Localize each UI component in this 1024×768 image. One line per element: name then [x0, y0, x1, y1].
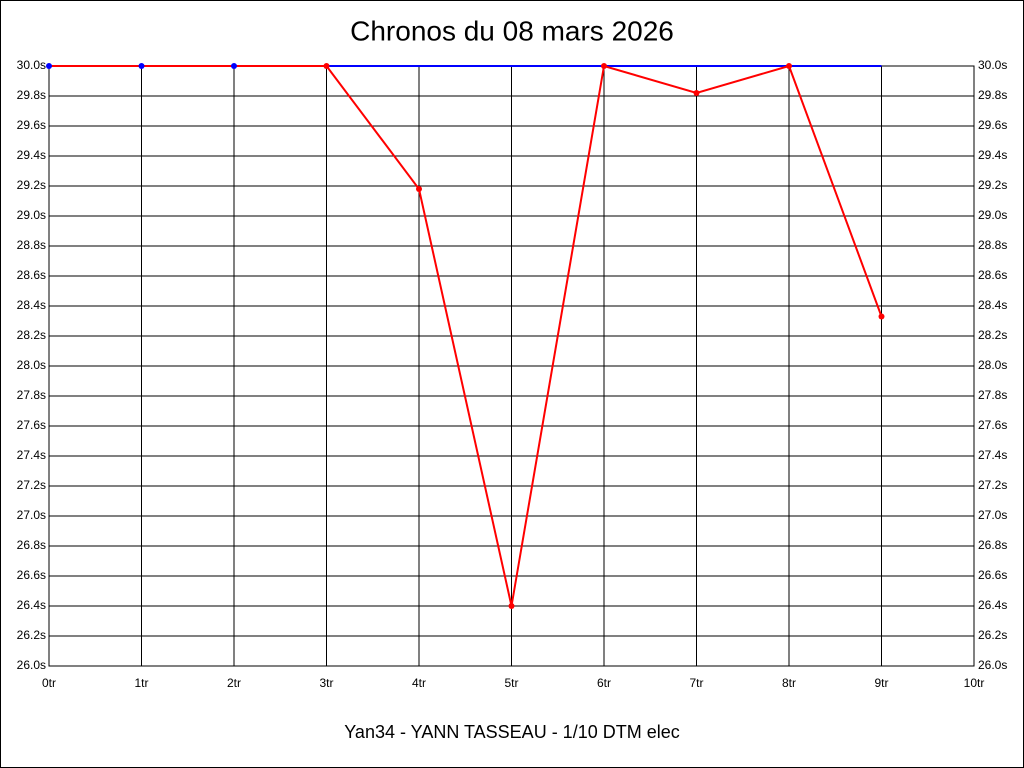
y-tick-label: 27.8s — [17, 388, 46, 402]
chart-subtitle: Yan34 - YANN TASSEAU - 1/10 DTM elec — [344, 722, 679, 742]
y2-tick-label: 30.0s — [978, 58, 1007, 72]
data-point — [508, 603, 515, 609]
y2-tick-label: 29.8s — [978, 88, 1007, 102]
data-point — [138, 63, 145, 69]
y2-tick-label: 29.2s — [978, 178, 1007, 192]
y-tick-label: 27.2s — [17, 478, 46, 492]
y2-tick-label: 27.0s — [978, 508, 1007, 522]
y-tick-label: 28.4s — [17, 298, 46, 312]
y2-tick-label: 28.0s — [978, 358, 1007, 372]
y2-tick-label: 26.6s — [978, 568, 1007, 582]
y-tick-label: 29.8s — [17, 88, 46, 102]
y2-tick-label: 27.6s — [978, 418, 1007, 432]
y-tick-label: 29.6s — [17, 118, 46, 132]
series-line — [49, 64, 883, 607]
data-point — [693, 90, 700, 96]
data-point — [601, 63, 607, 69]
x-tick-label: 1tr — [134, 676, 148, 690]
y-tick-label: 27.4s — [17, 448, 46, 462]
y-tick-label: 26.2s — [17, 628, 46, 642]
y2-tick-label: 26.0s — [978, 658, 1007, 672]
y2-tick-label: 27.4s — [978, 448, 1007, 462]
x-tick-label: 2tr — [227, 676, 241, 690]
y2-tick-label: 26.8s — [978, 538, 1007, 552]
y2-tick-label: 26.2s — [978, 628, 1007, 642]
y2-tick-label: 29.6s — [978, 118, 1007, 132]
y-tick-label: 26.4s — [17, 598, 46, 612]
y2-tick-label: 29.4s — [978, 148, 1007, 162]
x-tick-label: 7tr — [689, 676, 703, 690]
data-point — [878, 313, 885, 320]
y-tick-label: 28.0s — [17, 358, 46, 372]
x-tick-label: 4tr — [412, 676, 426, 690]
y-tick-label: 26.6s — [17, 568, 46, 582]
x-tick-label: 8tr — [782, 676, 796, 690]
data-point — [46, 63, 52, 69]
data-point — [323, 63, 330, 69]
y2-tick-label: 27.2s — [978, 478, 1007, 492]
data-point — [416, 186, 422, 192]
data-point — [786, 63, 792, 69]
y-tick-label: 29.4s — [17, 148, 46, 162]
y-tick-label: 26.8s — [17, 538, 46, 552]
y2-tick-label: 29.0s — [978, 208, 1007, 222]
y2-tick-label: 27.8s — [978, 388, 1007, 402]
y-tick-label: 28.6s — [17, 268, 46, 282]
y-tick-label: 29.0s — [17, 208, 46, 222]
x-tick-label: 0tr — [42, 676, 56, 690]
y2-tick-label: 28.4s — [978, 298, 1007, 312]
data-point — [231, 63, 237, 69]
y2-tick-label: 28.6s — [978, 268, 1007, 282]
y-tick-label: 26.0s — [17, 658, 46, 672]
y-tick-label: 27.6s — [17, 418, 46, 432]
y2-tick-label: 26.4s — [978, 598, 1007, 612]
y-tick-label: 29.2s — [17, 178, 46, 192]
y-tick-label: 28.8s — [17, 238, 46, 252]
x-tick-label: 3tr — [319, 676, 333, 690]
y-tick-label: 30.0s — [17, 58, 46, 72]
x-tick-label: 5tr — [504, 676, 518, 690]
y2-tick-label: 28.2s — [978, 328, 1007, 342]
y-tick-label: 27.0s — [17, 508, 46, 522]
y-tick-label: 28.2s — [17, 328, 46, 342]
chart-title: Chronos du 08 mars 2026 — [350, 15, 674, 46]
y2-tick-label: 28.8s — [978, 238, 1007, 252]
x-tick-label: 9tr — [874, 676, 888, 690]
x-tick-label: 6tr — [597, 676, 611, 690]
x-tick-label: 10tr — [964, 676, 985, 690]
